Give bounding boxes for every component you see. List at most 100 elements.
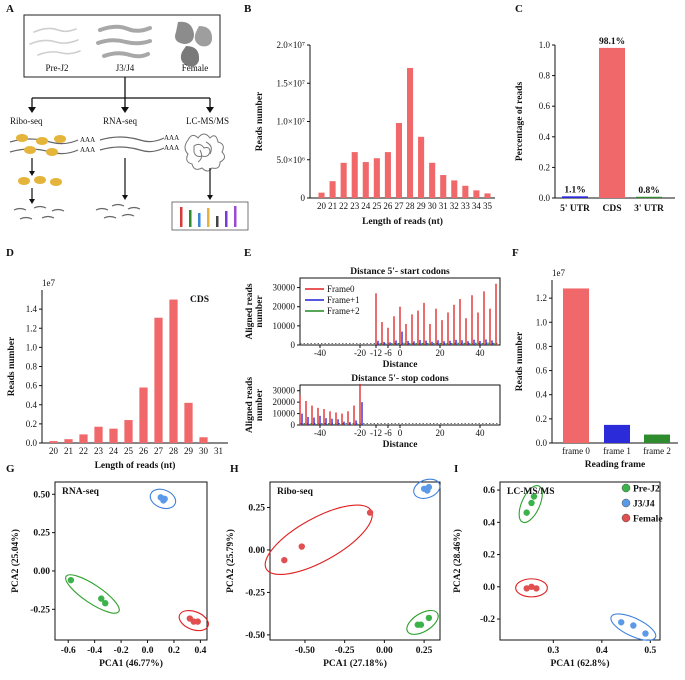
point-pre-j2 — [425, 614, 433, 622]
y-tick-label: 30000 — [273, 386, 296, 396]
chart-g-rna-seq-pca: -0.25 0.00 0.25 0.50 -0.6 -0.4 -0.2 0.0 0.2 0.4 RN… — [10, 481, 209, 669]
cluster-ellipse — [264, 504, 373, 576]
x-tick-label: 20 — [49, 446, 59, 456]
bar — [563, 288, 589, 443]
x-tick-label: 25 — [124, 446, 134, 456]
x-tick-label: 30 — [428, 201, 438, 211]
axes-box — [499, 481, 661, 641]
y-tick-label: 2.0×10⁷ — [277, 40, 305, 50]
panel-i-label: I — [454, 463, 458, 475]
stage-box — [23, 14, 221, 78]
x-tick-label: -0.25 — [335, 646, 355, 656]
point-pre-j2 — [102, 599, 109, 607]
x-tick-label: 31 — [439, 201, 448, 211]
bar — [440, 175, 447, 198]
legend-label: Frame+2 — [327, 306, 360, 316]
y-axis-label: Percentage of reads — [515, 82, 525, 162]
panel-b-label: B — [244, 3, 252, 15]
x-tick-label: -0.50 — [295, 646, 315, 656]
x-tick-label: 24 — [361, 201, 371, 211]
y-tick-label: 0.4 — [536, 390, 548, 400]
y-tick-label: 0.6 — [536, 366, 548, 376]
bar — [94, 426, 103, 443]
y-tick-label: 1.0×10⁷ — [277, 117, 305, 127]
bar — [139, 387, 148, 443]
y-tick-label: -0.25 — [245, 588, 265, 598]
cluster-ellipse — [413, 478, 441, 499]
x-axis-label: Length of reads (nt) — [362, 216, 443, 227]
panel-h-label: H — [230, 463, 239, 475]
cluster-ellipse — [65, 574, 120, 614]
bar — [109, 428, 118, 443]
bar — [199, 437, 208, 443]
x-tick-label: 20 — [436, 428, 446, 438]
legend-label: J3/J4 — [633, 500, 655, 510]
y-tick-label: 0 — [301, 193, 306, 203]
cluster-ellipse — [406, 609, 439, 635]
legend-label: Frame0 — [327, 284, 355, 294]
bar — [644, 434, 670, 443]
y-axis-label: PCA2 (25.04%) — [10, 529, 21, 593]
x-tick-label: 23 — [350, 201, 360, 211]
bar — [406, 67, 414, 198]
x-tick-label: frame 0 — [562, 446, 590, 456]
chart-title: Distance 5'- stop codons — [351, 374, 449, 384]
y-tick-label: 20000 — [273, 302, 296, 312]
point-female — [533, 585, 540, 592]
axis-multiplier: 1e7 — [552, 268, 565, 278]
y-tick-label: 0.8 — [536, 341, 548, 351]
panel-a: A Pre-J2 J3/J4 Female — [6, 3, 249, 231]
y-tick-label: 0.25 — [248, 503, 265, 513]
x-tick-label: -20 — [354, 428, 366, 438]
x-tick-label: 35 — [483, 201, 493, 211]
legend-marker — [621, 483, 631, 493]
panel-g-label: G — [6, 463, 15, 475]
legend-marker — [621, 513, 631, 523]
chart-title: CDS — [190, 295, 209, 305]
point-j3-j4 — [425, 483, 433, 491]
x-tick-label: 27 — [154, 446, 164, 456]
mrna-fragments-icon — [95, 136, 165, 219]
y-tick-label: 1.2 — [536, 293, 547, 303]
y-tick-label: 1.5×10⁷ — [277, 78, 305, 88]
x-tick-label: 29 — [184, 446, 194, 456]
x-tick-label: 0.00 — [376, 646, 393, 656]
poly-a-tail-4: AAA — [164, 144, 179, 152]
y-tick-label: 0.2 — [539, 162, 550, 172]
x-axis-label: Reading frame — [585, 460, 645, 470]
y-tick-label: 10000 — [273, 409, 296, 419]
chart-title: LC-MS/MS — [507, 487, 555, 497]
bar — [64, 439, 73, 443]
x-tick-label: 32 — [450, 201, 459, 211]
mass-spectrum-icon — [171, 201, 249, 231]
bar — [362, 162, 369, 198]
chart-h-ribo-seq-pca: -0.50 -0.25 0.00 0.25 -0.50 -0.25 0.00 0.25 Ribo… — [225, 478, 441, 669]
x-tick-label: 21 — [328, 201, 337, 211]
point-j3-j4 — [161, 495, 168, 503]
chart-title: Distance 5'- start codons — [350, 267, 450, 277]
point-female — [366, 509, 374, 516]
stage-pre-j2-label: Pre-J2 — [46, 63, 69, 73]
y-tick-label: 0.0 — [483, 583, 495, 593]
legend-marker — [621, 498, 631, 508]
bar — [340, 162, 347, 198]
pre-j2-worms-icon — [29, 27, 81, 56]
legend-label: Female — [633, 515, 663, 525]
y-tick-label: 0.2 — [26, 419, 37, 429]
bar — [418, 136, 425, 198]
method-rna-seq-label: RNA-seq — [103, 116, 137, 126]
chart-d-cds-read-length: 0.0 0.2 0.4 0.6 0.8 1.0 1.2 1.4 20 21 22 23 24 25 26 27… — [7, 278, 228, 471]
x-axis-label: PCA1 (46.77%) — [99, 658, 163, 669]
rna-arrow-head — [122, 195, 128, 200]
x-tick-label: 29 — [417, 201, 427, 211]
x-tick-label: 0.5 — [644, 646, 656, 656]
y-tick-label: 5.0×10⁶ — [277, 155, 305, 165]
y-tick-label: 30000 — [273, 283, 296, 293]
x-tick-label: 33 — [461, 201, 471, 211]
y-tick-label: 1.0 — [26, 342, 38, 352]
y-tick-label: 0.4 — [483, 518, 495, 528]
bar — [169, 299, 178, 443]
